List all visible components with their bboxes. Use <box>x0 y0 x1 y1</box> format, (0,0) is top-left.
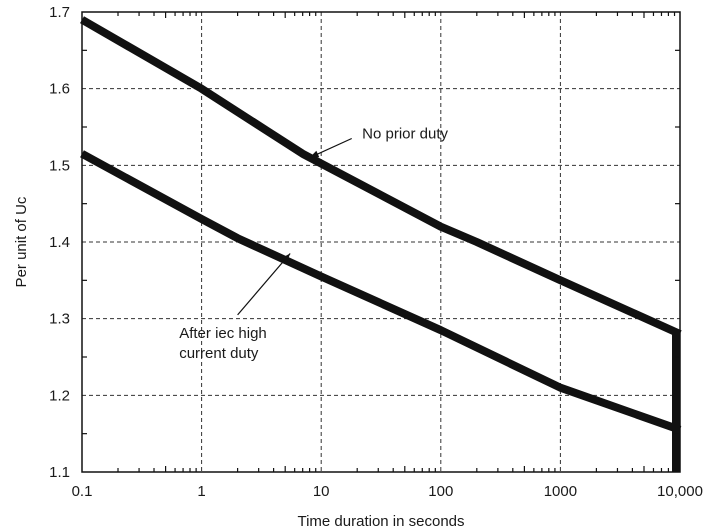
annotation-text: No prior duty <box>362 126 448 143</box>
annotation-arrow <box>237 253 291 316</box>
y-axis-title: Per unit of Uc <box>13 196 30 287</box>
x-tick-labels: 0.1 1 10 100 1000 10,000 <box>72 483 703 500</box>
annotation-arrow-head <box>281 253 291 263</box>
series-layer <box>80 16 682 472</box>
x-tick-label: 0.1 <box>72 483 93 500</box>
tick-marks <box>82 12 680 472</box>
x-tick-label: 100 <box>428 483 453 500</box>
y-tick-label: 1.3 <box>49 311 70 328</box>
x-tick-label: 10,000 <box>657 483 703 500</box>
y-tick-label: 1.5 <box>49 157 70 174</box>
x-tick-label: 10 <box>313 483 330 500</box>
series-line-1 <box>80 16 682 338</box>
x-tick-label: 1 <box>197 483 205 500</box>
y-tick-label: 1.1 <box>49 464 70 481</box>
x-tick-label: 1000 <box>544 483 577 500</box>
y-tick-label: 1.4 <box>49 234 70 251</box>
plot-frame <box>81 11 681 473</box>
x-axis-title: Time duration in seconds <box>297 513 464 530</box>
y-tick-labels: 1.1 1.2 1.3 1.4 1.5 1.6 1.7 <box>49 4 70 481</box>
y-tick-label: 1.7 <box>49 4 70 21</box>
y-tick-label: 1.2 <box>49 387 70 404</box>
annotation-line: After iec high <box>179 325 267 342</box>
series-line-2 <box>80 150 682 434</box>
annotation-line: current duty <box>179 345 259 362</box>
annotation-text: After iec high current duty <box>179 325 267 362</box>
annotation-line: No prior duty <box>362 126 448 143</box>
grid <box>82 12 680 472</box>
y-tick-label: 1.6 <box>49 81 70 98</box>
annotation-arrow-head <box>309 150 320 158</box>
annotations: No prior duty After iec high current duty <box>179 126 448 362</box>
